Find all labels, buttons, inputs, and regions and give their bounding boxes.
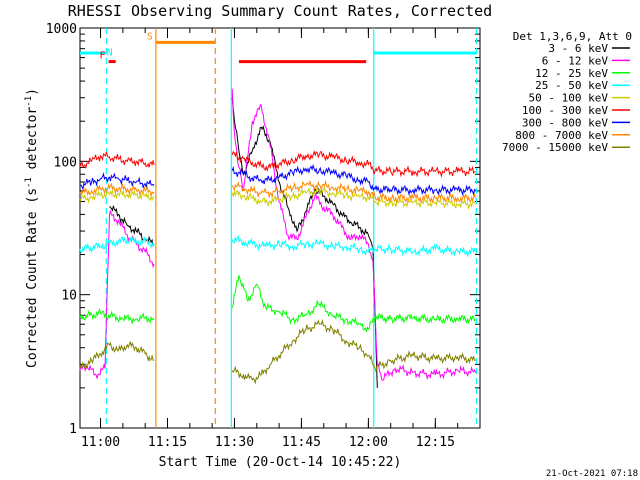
legend-label: 6 - 12 keV [542,54,609,67]
series-line [231,234,476,258]
series-line [79,182,155,197]
legend-label: 300 - 800 keV [522,116,608,129]
y-tick-label: 10 [61,289,77,304]
series-line [231,163,476,197]
flag-label: N [107,48,113,59]
series-line [109,205,155,248]
x-tick-label: 12:15 [416,435,455,450]
series-line [231,179,476,204]
y-axis-label-main: Corrected Count Rate (s [25,188,40,368]
series-line [231,318,476,385]
series-line [79,189,155,204]
series-line [231,97,378,388]
series-line [231,185,476,211]
legend-label: 3 - 6 keV [548,42,608,55]
series-group [79,88,476,388]
series-line [231,275,476,332]
legend-header: Det 1,3,6,9, Att 0 [513,30,632,43]
timestamp: 21-Oct-2021 07:18 [546,469,638,479]
legend-label: 12 - 25 keV [535,67,608,80]
legend-label: 100 - 300 keV [522,104,608,117]
y-axis-label-end: ) [25,88,40,96]
legend-label: 800 - 7000 keV [515,129,608,142]
legend-label: 25 - 50 keV [535,79,608,92]
series-line [79,172,155,191]
series-line [79,235,155,254]
series-line [79,151,155,169]
series-line [231,149,476,178]
chart-title: RHESSI Observing Summary Count Rates, Co… [68,2,492,20]
x-axis-label: Start Time (20-Oct-14 10:45:22) [159,455,402,470]
flag-label: F [100,51,106,62]
series-line [79,307,155,325]
x-tick-label: 11:45 [282,435,321,450]
legend-label: 7000 - 15000 keV [502,141,608,154]
y-tick-label: 100 [54,155,77,170]
y-tick-label: 1000 [46,22,77,37]
y-axis-label-mid: detector [25,107,40,178]
x-tick-label: 12:00 [349,435,388,450]
vertical-markers [105,28,478,428]
y-axis-label: Corrected Count Rate (s-1 detector-1) [24,88,40,368]
series-line [79,340,155,370]
y-axis: 1 10 100 1000 [46,22,480,437]
plot-frame [79,27,481,429]
legend-label: 50 - 100 keV [529,92,609,105]
series-line [231,88,476,381]
svg-text:Corrected Count Rate (s-1 dete: Corrected Count Rate (s-1 detector-1) [24,88,40,368]
flag-label: S [147,31,153,42]
y-tick-label: 1 [69,422,77,437]
x-tick-label: 11:00 [81,435,120,450]
x-tick-label: 11:30 [215,435,254,450]
x-axis: 11:00 11:15 11:30 11:45 12:00 12:15 [81,28,481,450]
y-axis-label-sup1: -1 [24,177,34,188]
series-line [79,210,155,379]
y-axis-label-sup2: -1 [24,96,34,107]
x-tick-label: 11:15 [148,435,187,450]
flag-bars: F N S [80,31,477,64]
